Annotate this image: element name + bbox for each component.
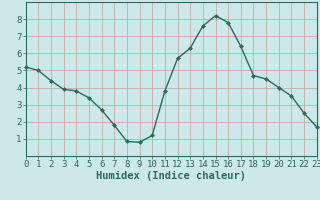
X-axis label: Humidex (Indice chaleur): Humidex (Indice chaleur) [96,171,246,181]
